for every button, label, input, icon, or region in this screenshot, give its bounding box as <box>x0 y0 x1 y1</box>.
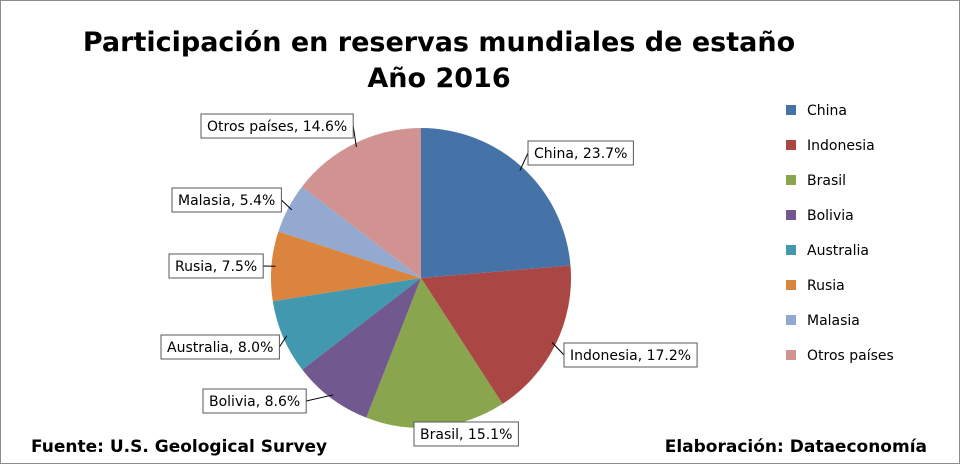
data-label: Otros países, 14.6% <box>207 119 347 135</box>
legend-swatch <box>786 140 796 150</box>
legend-label: Australia <box>807 243 869 259</box>
legend-swatch <box>786 350 796 360</box>
data-label: Indonesia, 17.2% <box>570 348 691 364</box>
credit-note: Elaboración: Dataeconomía <box>665 437 927 457</box>
pie-slice-brasil <box>366 278 503 428</box>
data-label: China, 23.7% <box>534 146 627 162</box>
pie-slice-bolivia <box>302 278 421 418</box>
legend: China Indonesia Brasil Bolivia Australia Rusi… <box>786 103 894 364</box>
pie-slice-china <box>421 128 571 278</box>
legend-label: Brasil <box>807 173 846 189</box>
pie-slice-malasia <box>278 186 421 278</box>
data-label: Rusia, 7.5% <box>175 259 257 275</box>
source-note: Fuente: U.S. Geological Survey <box>31 437 327 457</box>
data-label-box <box>527 140 634 166</box>
data-label-box <box>160 334 280 360</box>
pie-slices <box>271 128 571 428</box>
legend-swatch <box>786 105 796 115</box>
leader-line <box>551 342 565 356</box>
leader-line <box>278 335 288 348</box>
legend-swatch <box>786 315 796 325</box>
legend-swatch <box>786 245 796 255</box>
data-label-box <box>563 342 698 368</box>
pie-slice-rusia <box>271 231 421 302</box>
pie-slice-otros-países <box>301 128 421 278</box>
leader-line <box>352 125 357 148</box>
pie-slice-australia <box>272 278 421 370</box>
pie-slice-indonesia <box>421 265 571 404</box>
data-label: Australia, 8.0% <box>167 340 273 356</box>
legend-swatch <box>786 210 796 220</box>
data-label: Brasil, 15.1% <box>420 427 512 443</box>
data-label-box <box>171 187 282 213</box>
legend-label: Otros países <box>807 348 894 364</box>
legend-swatch <box>786 175 796 185</box>
leader-line <box>306 394 334 402</box>
data-label-box <box>168 253 264 279</box>
leader-line <box>519 152 529 171</box>
leader-line <box>281 199 293 211</box>
chart-title: Participación en reservas mundiales de e… <box>83 27 795 58</box>
legend-label: China <box>807 103 847 119</box>
data-label: Malasia, 5.4% <box>178 193 275 209</box>
chart-subtitle: Año 2016 <box>367 63 510 94</box>
legend-label: Bolivia <box>807 208 854 224</box>
legend-label: Indonesia <box>807 138 875 154</box>
data-label-box <box>413 421 519 447</box>
legend-label: Rusia <box>807 278 845 294</box>
data-label-box <box>202 388 307 414</box>
legend-swatch <box>786 280 796 290</box>
data-label-box <box>200 113 354 139</box>
legend-label: Malasia <box>807 313 860 329</box>
data-labels: China, 23.7% Indonesia, 17.2% Brasil, 15.1… <box>160 113 698 447</box>
data-label: Bolivia, 8.6% <box>209 394 300 410</box>
